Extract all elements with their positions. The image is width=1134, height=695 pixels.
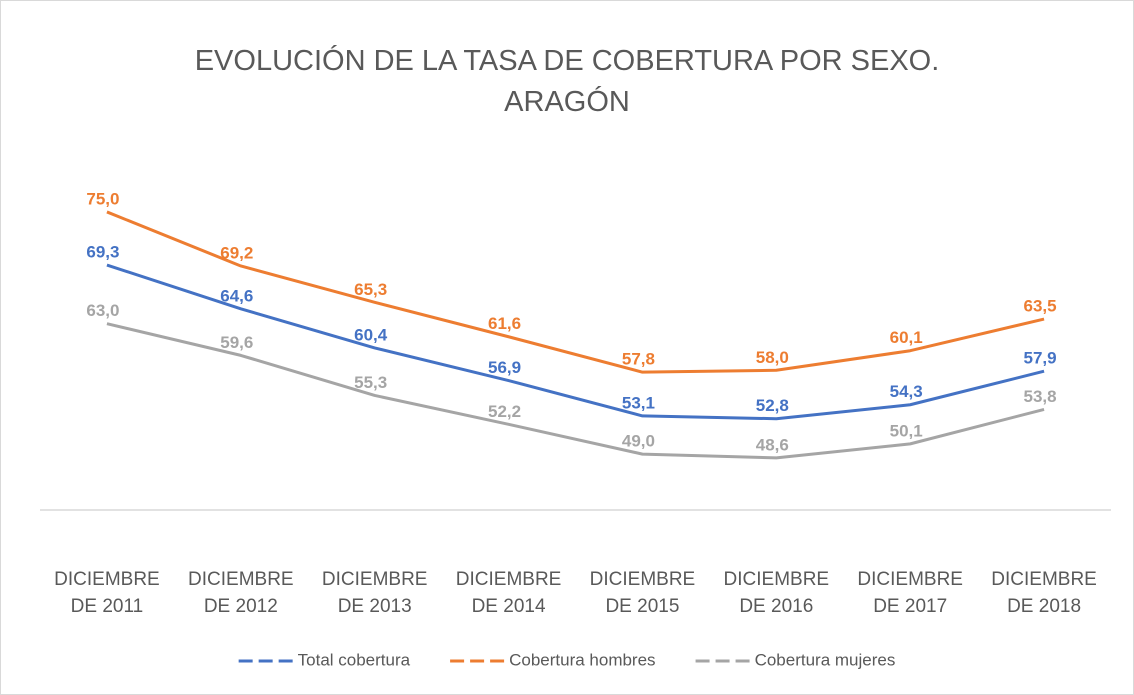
x-tick-label: DICIEMBRE DE 2018 bbox=[991, 569, 1097, 617]
data-label: 49,0 bbox=[622, 432, 655, 451]
data-label: 65,3 bbox=[354, 280, 387, 299]
data-label: 55,3 bbox=[354, 373, 387, 392]
data-label: 56,9 bbox=[488, 358, 521, 377]
x-tick-label: DICIEMBRE DE 2017 bbox=[857, 569, 963, 617]
x-tick-label: DICIEMBRE DE 2015 bbox=[590, 569, 696, 617]
data-label: 64,6 bbox=[220, 286, 253, 305]
x-tick-label: DICIEMBRE DE 2016 bbox=[724, 569, 830, 617]
legend-label: Total cobertura bbox=[298, 650, 411, 669]
data-label: 48,6 bbox=[756, 435, 789, 454]
data-label: 69,3 bbox=[86, 243, 119, 262]
data-label: 60,1 bbox=[890, 328, 923, 347]
data-label: 61,6 bbox=[488, 314, 521, 333]
series-line bbox=[106, 263, 1045, 421]
data-label: 63,5 bbox=[1024, 297, 1057, 316]
data-label: 50,1 bbox=[890, 421, 923, 440]
data-label: 52,2 bbox=[488, 402, 521, 421]
data-label: 59,6 bbox=[220, 333, 253, 352]
data-label: 54,3 bbox=[890, 382, 923, 401]
chart-title: EVOLUCIÓN DE LA TASA DE COBERTURA POR SE… bbox=[195, 44, 940, 118]
data-label: 57,9 bbox=[1024, 349, 1057, 368]
data-label: 58,0 bbox=[756, 348, 789, 367]
data-label: 63,0 bbox=[86, 301, 119, 320]
x-tick-label: DICIEMBRE DE 2012 bbox=[188, 569, 294, 617]
x-tick-label: DICIEMBRE DE 2013 bbox=[322, 569, 428, 617]
x-tick-label: DICIEMBRE DE 2014 bbox=[456, 569, 562, 617]
data-label: 75,0 bbox=[86, 189, 119, 208]
data-label: 57,8 bbox=[622, 350, 655, 369]
data-label: 60,4 bbox=[354, 325, 388, 344]
x-tick-label: DICIEMBRE DE 2011 bbox=[54, 569, 160, 617]
data-label: 53,8 bbox=[1024, 387, 1057, 406]
legend-label: Cobertura mujeres bbox=[755, 650, 896, 669]
data-label: 53,1 bbox=[622, 393, 655, 412]
data-label: 69,2 bbox=[220, 243, 253, 262]
legend-label: Cobertura hombres bbox=[509, 650, 655, 669]
series-line bbox=[106, 210, 1045, 374]
data-label: 52,8 bbox=[756, 396, 789, 415]
series-line bbox=[106, 322, 1045, 460]
